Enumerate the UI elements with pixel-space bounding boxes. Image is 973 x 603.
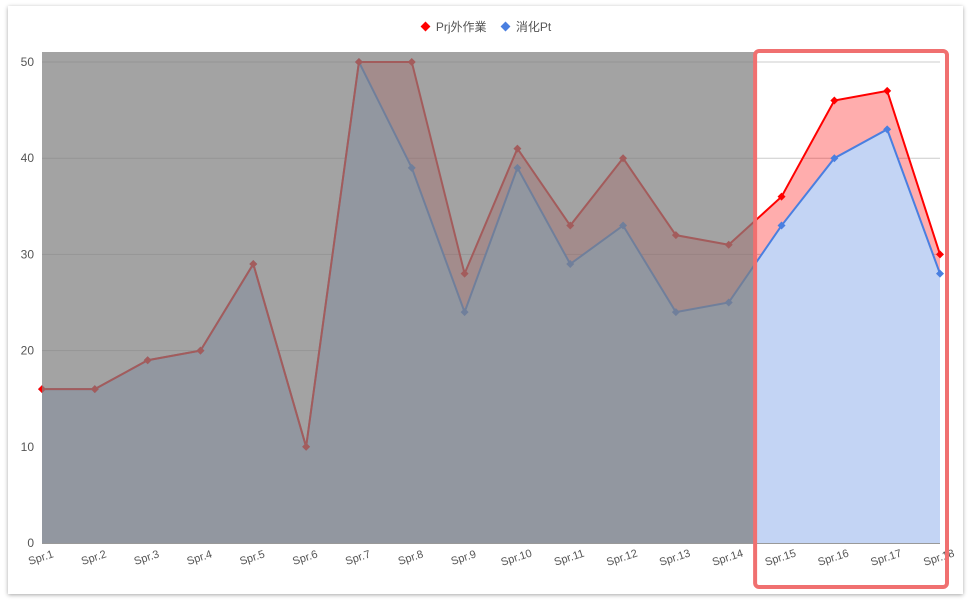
marker-series-1-Spr.17 bbox=[883, 86, 892, 95]
marker-series-2-Spr.17 bbox=[883, 125, 892, 134]
x-tick-label-Spr.3: Spr.3 bbox=[133, 548, 161, 567]
x-tick-label-Spr.18: Spr.18 bbox=[922, 548, 956, 569]
x-tick-label-Spr.10: Spr.10 bbox=[500, 548, 534, 569]
y-tick-label-5: 50 bbox=[21, 55, 35, 69]
x-tick-label-Spr.4: Spr.4 bbox=[185, 548, 213, 567]
x-tick-label-Spr.1: Spr.1 bbox=[27, 548, 55, 567]
x-tick-label-Spr.15: Spr.15 bbox=[764, 548, 798, 569]
x-tick-label-Spr.11: Spr.11 bbox=[553, 548, 586, 569]
x-tick-label-Spr.5: Spr.5 bbox=[238, 548, 266, 567]
x-tick-label-Spr.12: Spr.12 bbox=[605, 548, 639, 569]
legend-marker-series-1 bbox=[420, 21, 431, 32]
marker-series-1-Spr.18 bbox=[936, 250, 944, 259]
x-tick-label-Spr.9: Spr.9 bbox=[450, 548, 478, 567]
x-tick-label-Spr.7: Spr.7 bbox=[344, 548, 372, 567]
chart-legend: Prj外作業 消化Pt bbox=[0, 18, 973, 35]
marker-series-2-Spr.18 bbox=[936, 269, 944, 278]
y-tick-label-0: 0 bbox=[27, 536, 34, 550]
x-tick-label-Spr.6: Spr.6 bbox=[291, 548, 319, 567]
marker-series-1-Spr.16 bbox=[830, 96, 839, 105]
x-tick-label-Spr.8: Spr.8 bbox=[397, 548, 425, 567]
legend-item-series-1[interactable]: Prj外作業 bbox=[420, 18, 487, 35]
x-tick-label-Spr.2: Spr.2 bbox=[80, 548, 108, 567]
x-tick-label-Spr.16: Spr.16 bbox=[816, 548, 850, 569]
legend-item-series-2[interactable]: 消化Pt bbox=[500, 18, 552, 35]
x-tick-label-Spr.13: Spr.13 bbox=[658, 548, 692, 569]
legend-label-series-2: 消化Pt bbox=[515, 20, 552, 34]
marker-series-2-Spr.16 bbox=[830, 154, 839, 163]
highlight-box bbox=[753, 49, 950, 589]
y-tick-label-1: 10 bbox=[21, 440, 35, 454]
marker-series-1-Spr.15 bbox=[777, 192, 786, 201]
legend-label-series-1: Prj外作業 bbox=[435, 20, 487, 34]
legend-marker-series-2 bbox=[500, 21, 511, 32]
shaded-region-overlay bbox=[42, 52, 756, 543]
y-tick-label-3: 30 bbox=[21, 247, 35, 261]
x-tick-label-Spr.14: Spr.14 bbox=[711, 548, 745, 569]
y-tick-label-4: 40 bbox=[21, 151, 35, 165]
marker-series-2-Spr.15 bbox=[777, 221, 786, 230]
x-tick-label-Spr.17: Spr.17 bbox=[869, 548, 903, 569]
y-tick-label-2: 20 bbox=[21, 344, 35, 358]
